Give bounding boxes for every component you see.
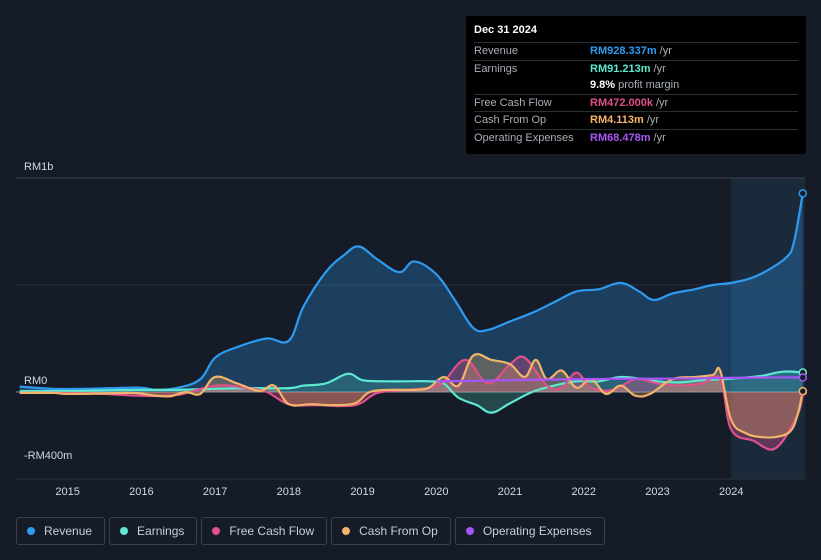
legend-item-cash-from-op[interactable]: Cash From Op [331, 517, 451, 545]
tooltip-row: Free Cash Flow RM472.000k/yr [474, 93, 798, 112]
tooltip-row: Earnings RM91.213m/yr [474, 59, 798, 78]
series-line-operating-expenses [436, 376, 803, 383]
tooltip-label: Revenue [474, 45, 519, 58]
legend-item-earnings[interactable]: Earnings [109, 517, 198, 545]
x-tick-label: 2017 [203, 486, 227, 498]
x-tick-label: 2015 [55, 486, 79, 498]
series-area-earnings [19, 371, 803, 413]
series-line-earnings [19, 370, 803, 414]
tooltip-value: RM68.478m [590, 131, 651, 144]
series-end-marker-operating-expenses [798, 373, 808, 382]
tooltip-value: 9.8% [590, 79, 616, 92]
tooltip-row: Cash From Op RM4.113m/yr [474, 111, 798, 129]
legend-item-operating-expenses[interactable]: Operating Expenses [454, 517, 605, 545]
x-tick-label: 2021 [498, 486, 522, 498]
x-tick-label: 2018 [277, 486, 301, 498]
x-tick-label: 2022 [572, 486, 596, 498]
tooltip-label: Earnings [474, 62, 518, 75]
tooltip-unit: /yr [653, 62, 666, 75]
x-tick-label: 2023 [645, 486, 669, 498]
legend-label: Earnings [137, 524, 185, 538]
x-tick-label: 2024 [719, 486, 743, 498]
tooltip-label: Operating Expenses [474, 131, 574, 144]
legend-dot-icon [342, 527, 351, 535]
series-line-cash-from-op [19, 353, 804, 439]
tooltip-label: Free Cash Flow [474, 96, 552, 109]
tooltip-date: Dec 31 2024 [474, 24, 537, 36]
tooltip-unit: /yr [656, 96, 669, 109]
series-line-revenue [19, 193, 804, 391]
tooltip-value: RM472.000k [590, 96, 653, 109]
legend-label: Operating Expenses [482, 524, 592, 538]
tooltip-unit: /yr [653, 131, 666, 144]
tooltip-row: 9.8% profit margin [474, 77, 798, 94]
tooltip-panel: Dec 31 2024 Revenue RM928.337m/yr Earnings… [466, 16, 806, 154]
legend-item-revenue[interactable]: Revenue [16, 517, 106, 545]
tooltip-unit: profit margin [618, 79, 680, 92]
x-tick-label: 2019 [350, 486, 374, 498]
legend-item-free-cash-flow[interactable]: Free Cash Flow [201, 517, 328, 545]
x-tick-label: 2016 [129, 486, 153, 498]
legend-dot-icon [465, 527, 474, 535]
legend-label: Cash From Op [359, 524, 438, 538]
tooltip-label: Cash From Op [474, 114, 547, 127]
series-end-marker-cash-from-op [798, 386, 808, 396]
series-area-revenue [19, 193, 803, 392]
legend-label: Free Cash Flow [229, 524, 315, 538]
legend-dot-icon [27, 527, 35, 535]
x-tick-label: 2020 [424, 486, 448, 498]
legend: Revenue Earnings Free Cash Flow Cash From O… [16, 517, 609, 545]
legend-dot-icon [212, 527, 221, 535]
tooltip-unit: /yr [659, 45, 672, 58]
tooltip-unit: /yr [646, 114, 660, 127]
y-tick-label: -RM400m [24, 450, 72, 462]
series-end-marker-revenue [798, 189, 808, 198]
tooltip-value: RM4.113m [590, 114, 644, 127]
tooltip-row: Operating Expenses RM68.478m/yr [474, 128, 798, 147]
legend-label: Revenue [44, 524, 93, 538]
tooltip-row: Revenue RM928.337m/yr [474, 42, 798, 60]
tooltip-value: RM928.337m [590, 45, 657, 58]
tooltip-value: RM91.213m [590, 62, 651, 75]
legend-dot-icon [120, 527, 129, 535]
y-tick-label: RM1b [24, 161, 53, 173]
y-tick-label: RM0 [24, 375, 47, 387]
